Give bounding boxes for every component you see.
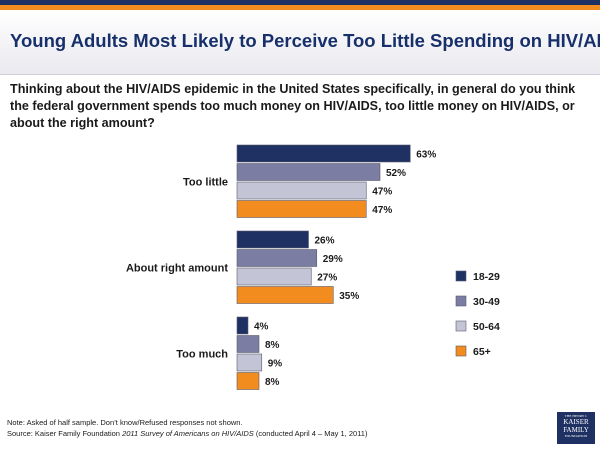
data-label: 8% [265, 340, 280, 351]
bar [236, 230, 309, 249]
category-label: Too little [183, 176, 228, 188]
data-label: 8% [265, 377, 280, 388]
bar [236, 163, 381, 181]
logo-line-1: THE HENRY J. [564, 414, 588, 418]
bar [236, 353, 263, 372]
legend-swatch [455, 295, 467, 307]
logo-line-2: KAISER [563, 418, 589, 426]
data-label: 47% [372, 187, 392, 198]
legend-label: 65+ [473, 346, 491, 358]
bar [236, 144, 411, 163]
footnote: Note: Asked of half sample. Don’t know/R… [7, 417, 537, 439]
bar [236, 372, 260, 390]
data-label: 52% [386, 168, 406, 179]
bar [236, 335, 260, 353]
source-prefix: Source: Kaiser Family Foundation [7, 429, 123, 438]
data-label: 27% [317, 273, 337, 284]
top-stripe-navy [0, 0, 600, 5]
legend-swatch [455, 320, 467, 332]
bar [236, 181, 367, 200]
legend-swatch [455, 270, 467, 282]
bar [236, 267, 312, 286]
title-band [0, 10, 600, 75]
note-text: Note: Asked of half sample. Don’t know/R… [7, 418, 243, 427]
bar [236, 200, 367, 218]
data-label: 63% [416, 150, 436, 161]
kaiser-logo: THE HENRY J. KAISER FAMILY FOUNDATION [557, 412, 595, 444]
category-label: Too much [176, 348, 228, 360]
data-label: 26% [315, 236, 335, 247]
bar [236, 286, 334, 304]
data-label: 35% [339, 291, 359, 302]
data-label: 9% [268, 359, 283, 370]
bar [236, 316, 249, 335]
data-label: 29% [323, 254, 343, 265]
data-label: 47% [372, 205, 392, 216]
logo-line-3: FAMILY [563, 426, 589, 434]
legend-label: 50-64 [473, 321, 500, 333]
data-label: 4% [254, 322, 269, 333]
bar [236, 249, 318, 267]
source-suffix: (conducted April 4 – May 1, 2011) [253, 429, 368, 438]
top-stripe-orange [0, 5, 600, 10]
page-title: Young Adults Most Likely to Perceive Too… [10, 30, 600, 51]
survey-question: Thinking about the HIV/AIDS epidemic in … [10, 82, 576, 130]
legend-label: 18-29 [473, 271, 500, 283]
category-label: About right amount [126, 262, 228, 274]
source-line: Source: Kaiser Family Foundation 2011 Su… [7, 428, 537, 439]
legend-swatch [455, 345, 467, 357]
legend-label: 30-49 [473, 296, 500, 308]
logo-line-4: FOUNDATION [564, 434, 588, 438]
source-title: 2011 Survey of Americans on HIV/AIDS [122, 429, 254, 438]
